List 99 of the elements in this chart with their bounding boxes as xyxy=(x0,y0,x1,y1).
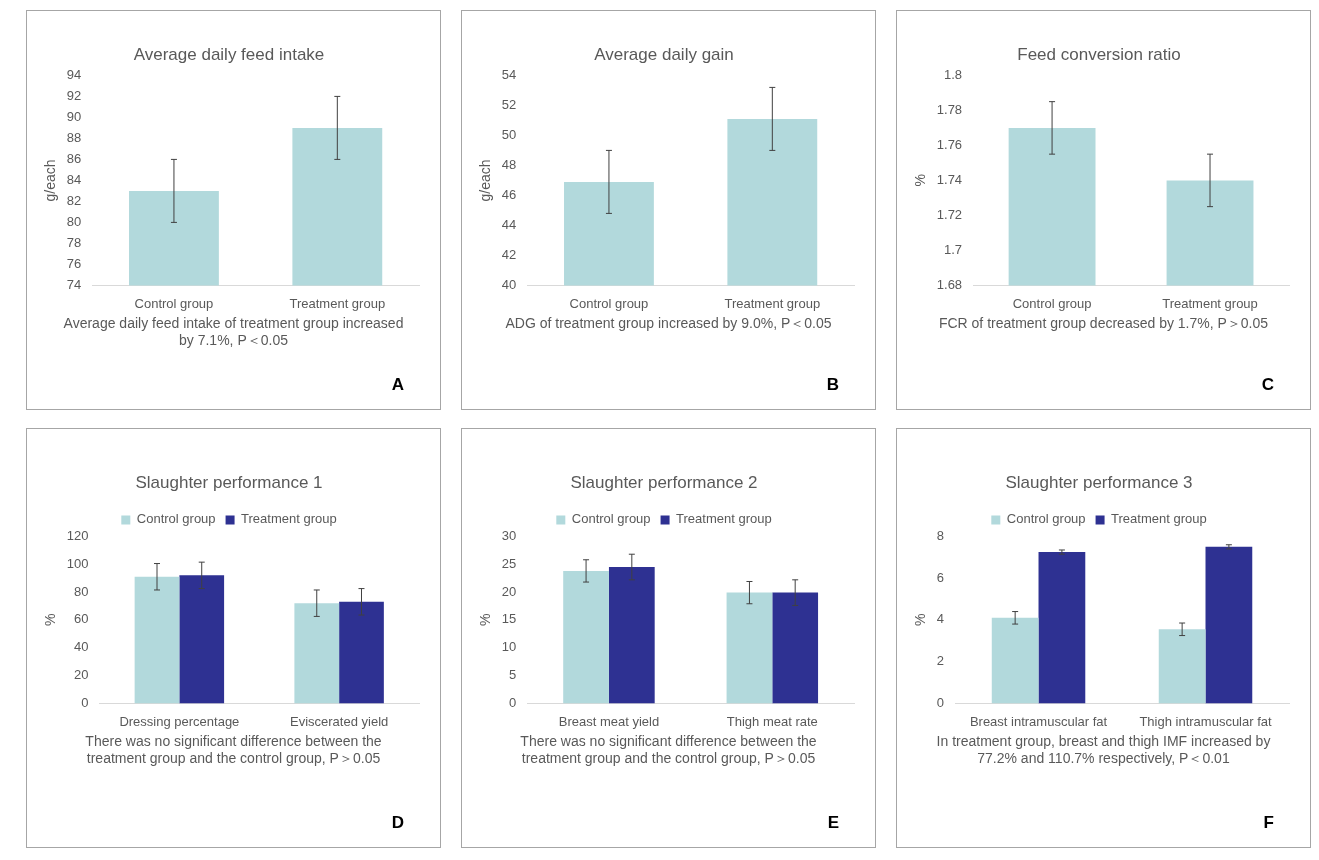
x-tick-label: Control group xyxy=(569,295,648,311)
bar xyxy=(1158,629,1206,704)
text: ADG of treatment group increased by 9.0%, P＜0.05 xyxy=(504,315,833,332)
y-tick-label: 4 xyxy=(936,611,944,627)
text: F xyxy=(1263,813,1274,833)
text: In treatment group, breast and thigh IMF increased by 77.2% and 110.7% respectively, P＜0.01 xyxy=(935,733,1272,767)
y-tick-label: 80 xyxy=(73,583,88,599)
y-tick-label: 1.76 xyxy=(936,136,962,152)
y-tick-label: 88 xyxy=(66,129,81,145)
y-tick-label: 15 xyxy=(501,611,516,627)
y-tick-label: 1.72 xyxy=(936,206,962,222)
chart-title: Slaughter performance 1 xyxy=(134,472,323,492)
bar xyxy=(1038,552,1085,704)
y-tick-label: 1.68 xyxy=(936,276,962,292)
chart-title: Slaughter performance 2 xyxy=(569,472,758,492)
text: A xyxy=(391,375,404,395)
y-tick-label: 1.74 xyxy=(936,171,962,187)
bar xyxy=(562,570,609,704)
bar xyxy=(134,576,179,704)
bar xyxy=(178,575,224,704)
chart-title: Slaughter performance 3 xyxy=(1004,472,1193,492)
bar xyxy=(1205,546,1252,704)
x-tick-label: Dressing percentage xyxy=(118,713,239,729)
x-tick-label: Thigh meat rate xyxy=(726,713,818,729)
text: C xyxy=(1261,375,1274,395)
text: Average daily feed intake of treatment group increased by 7.1%, P＜0.05 xyxy=(63,315,404,349)
bar xyxy=(608,567,655,704)
y-axis-title: g/each xyxy=(41,159,58,202)
y-tick-label: 76 xyxy=(66,255,81,271)
y-tick-label: 8 xyxy=(936,527,944,543)
bar xyxy=(726,592,772,704)
y-tick-label: 10 xyxy=(501,639,516,655)
y-tick-label: 82 xyxy=(66,192,81,208)
y-tick-label: 40 xyxy=(73,639,88,655)
y-tick-label: 2 xyxy=(936,653,944,669)
y-tick-label: 1.8 xyxy=(943,66,962,82)
bar xyxy=(991,617,1039,704)
y-tick-label: 90 xyxy=(66,108,81,124)
y-tick-label: 92 xyxy=(66,87,81,103)
chart-title: Feed conversion ratio xyxy=(1016,44,1181,64)
y-tick-label: 54 xyxy=(501,66,516,82)
text: FCR of treatment group decreased by 1.7%, P＞0.05 xyxy=(937,315,1270,332)
y-tick-label: 60 xyxy=(73,611,88,627)
legend-label: Control group xyxy=(136,511,216,527)
chart-title: Average daily gain xyxy=(593,44,734,64)
x-tick-label: Control group xyxy=(1012,295,1091,311)
y-axis-title: % xyxy=(911,613,928,627)
y-tick-label: 6 xyxy=(936,569,944,585)
bar xyxy=(338,601,384,704)
legend-label: Treatment group xyxy=(675,511,772,527)
y-axis-title: % xyxy=(476,613,493,627)
y-tick-label: 1.7 xyxy=(943,241,962,257)
y-tick-label: 0 xyxy=(936,694,944,710)
text: There was no significant difference between the treatment group and the control group, P＞0.05 xyxy=(84,733,383,767)
y-axis-title: % xyxy=(911,174,928,187)
x-tick-label: Treatment group xyxy=(1161,295,1258,311)
x-tick-label: Eviscerated yield xyxy=(289,713,388,729)
x-tick-label: Breast meat yield xyxy=(558,713,659,729)
text: There was no significant difference between the treatment group and the control group, P＞0.05 xyxy=(519,733,818,767)
y-tick-label: 84 xyxy=(66,171,81,187)
x-tick-label: Treatment group xyxy=(289,295,385,311)
legend-label: Treatment group xyxy=(240,511,337,527)
y-tick-label: 44 xyxy=(501,216,516,232)
y-tick-label: 50 xyxy=(501,126,516,142)
y-tick-label: 30 xyxy=(501,527,516,543)
chart-title: Average daily feed intake xyxy=(133,44,324,64)
y-tick-label: 120 xyxy=(66,527,88,543)
y-tick-label: 48 xyxy=(501,156,516,172)
y-axis-title: % xyxy=(41,613,58,627)
y-tick-label: 25 xyxy=(501,555,516,571)
bar xyxy=(771,592,818,704)
x-tick-label: Control group xyxy=(134,295,213,311)
y-tick-label: 40 xyxy=(501,276,516,292)
text: B xyxy=(826,375,839,395)
y-axis-title: g/each xyxy=(476,159,493,202)
y-tick-label: 86 xyxy=(66,150,81,166)
y-tick-label: 80 xyxy=(66,213,81,229)
x-tick-label: Treatment group xyxy=(724,295,820,311)
y-tick-label: 0 xyxy=(508,694,516,710)
text: D xyxy=(391,813,404,833)
x-tick-label: Thigh intramuscular fat xyxy=(1138,713,1272,729)
y-tick-label: 78 xyxy=(66,234,81,250)
y-tick-label: 0 xyxy=(80,694,88,710)
y-tick-label: 52 xyxy=(501,96,516,112)
y-tick-label: 46 xyxy=(501,186,516,202)
y-tick-label: 20 xyxy=(73,667,88,683)
legend-label: Control group xyxy=(1006,511,1086,527)
y-tick-label: 5 xyxy=(508,667,516,683)
y-tick-label: 20 xyxy=(501,583,516,599)
y-tick-label: 42 xyxy=(501,246,516,262)
y-tick-label: 74 xyxy=(66,276,81,292)
legend-label: Control group xyxy=(571,511,651,527)
x-tick-label: Breast intramuscular fat xyxy=(969,713,1108,729)
y-tick-label: 100 xyxy=(66,555,88,571)
y-tick-label: 1.78 xyxy=(936,101,962,117)
y-tick-label: 94 xyxy=(66,66,81,82)
bar xyxy=(293,603,339,704)
legend-label: Treatment group xyxy=(1110,511,1207,527)
text: E xyxy=(827,813,839,833)
